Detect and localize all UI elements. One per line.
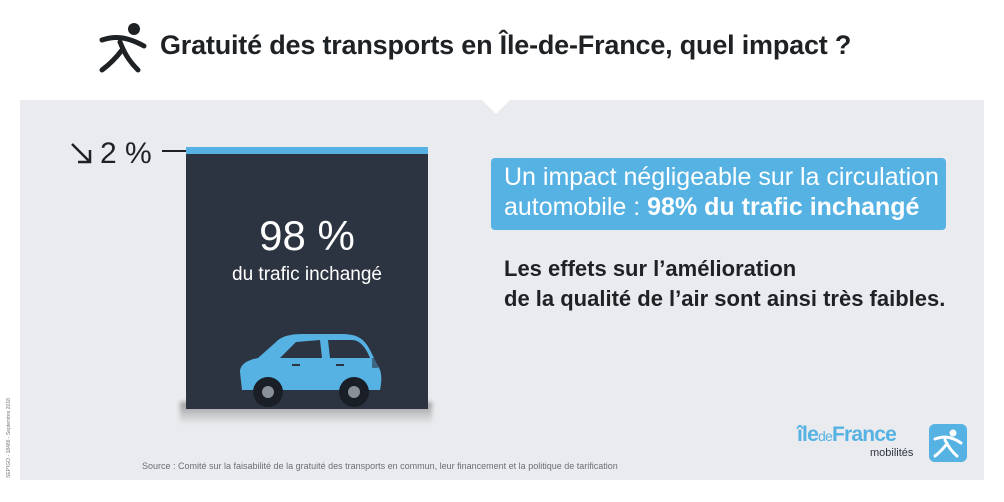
arrow-down-right-icon — [71, 143, 92, 164]
ile-de-france-mobilites-logo-icon — [929, 424, 967, 462]
callout-line-1: Un impact négligeable sur la circulation — [504, 163, 939, 191]
source-note: Source : Comité sur la faisabilité de la… — [142, 461, 618, 471]
side-note: SEP'IGO - 18486 - Septembre 2018 — [6, 398, 12, 478]
unchanged-traffic-value: 98 % — [259, 212, 355, 259]
leader-line — [162, 150, 186, 152]
brand-wordmark: îledeFrance — [797, 423, 897, 447]
callout-line-2: automobile : 98% du trafic inchangé — [504, 193, 919, 222]
header: Gratuité des transports en Île-de-France… — [0, 0, 1004, 100]
brand-ile: île — [797, 423, 819, 446]
callout-line-2-bold: 98% du trafic inchangé — [647, 193, 920, 221]
traffic-block-reduction-strip — [186, 147, 428, 154]
brand-france: France — [831, 423, 897, 446]
effects-line-1: Les effets sur l’amélioration — [504, 256, 797, 281]
unchanged-traffic-label: du trafic inchangé — [232, 264, 382, 285]
page-title: Gratuité des transports en Île-de-France… — [160, 30, 852, 60]
traffic-change-value: 2 % — [100, 137, 152, 170]
car-icon — [240, 334, 382, 407]
panel-notch — [482, 100, 510, 114]
callout-box — [491, 158, 946, 230]
brand-de: de — [817, 428, 833, 444]
effects-line-2: de la qualité de l’air sont ainsi très f… — [504, 286, 946, 311]
callout-line-2-prefix: automobile : — [504, 193, 641, 221]
person-running-icon — [99, 23, 147, 73]
brand-subtitle: mobilités — [870, 447, 914, 459]
